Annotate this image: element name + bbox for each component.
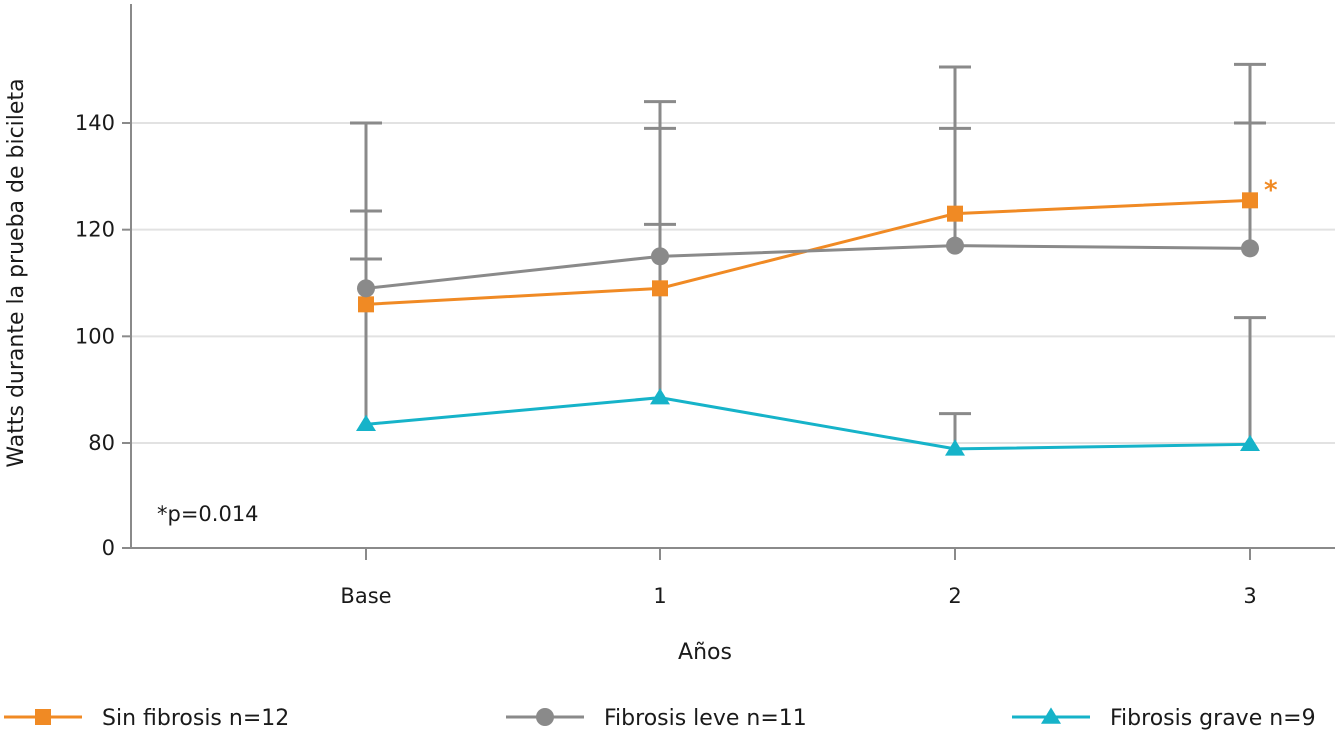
- x-tick-label-0: Base: [340, 584, 391, 608]
- legend: Sin fibrosis n=12 Fibrosis leve n=11 Fibro…: [4, 706, 1316, 730]
- tick-labels: 0 80 100 120 140 Base 1 2 3: [75, 111, 1257, 608]
- p-value-annotation: *p=0.014: [157, 502, 259, 526]
- data-point-0-2: [947, 205, 963, 222]
- x-tick-label-1: 1: [653, 584, 666, 608]
- y-tick-label-100: 100: [75, 324, 115, 348]
- y-axis-label: Watts durante la prueba de bicileta: [4, 78, 29, 467]
- x-tick-label-3: 3: [1243, 584, 1256, 608]
- data-point-0-3: [1242, 192, 1258, 209]
- y-tick-label-80: 80: [88, 431, 115, 455]
- legend-label-2: Fibrosis grave n=9: [1110, 706, 1316, 730]
- legend-label-1: Fibrosis leve n=11: [604, 706, 807, 730]
- data-point-2-0: [356, 414, 376, 432]
- legend-label-0: Sin fibrosis n=12: [102, 706, 289, 730]
- data-point-2-1: [650, 388, 670, 405]
- series-markers: [356, 192, 1260, 456]
- series-line-1: [365, 244, 1251, 290]
- series-lines: [365, 198, 1251, 451]
- data-point-1-0: [357, 279, 375, 298]
- data-point-2-2: [945, 439, 965, 456]
- data-point-2-3: [1240, 434, 1260, 452]
- y-tick-label-0: 0: [102, 536, 115, 560]
- y-tick-label-120: 120: [75, 218, 115, 242]
- data-point-1-2: [946, 236, 964, 255]
- data-point-1-3: [1241, 239, 1259, 258]
- legend-marker-2: [1041, 707, 1061, 724]
- series-line-2: [365, 396, 1251, 451]
- y-tick-label-140: 140: [75, 111, 115, 135]
- significance-star: *: [1264, 175, 1278, 205]
- legend-marker-0: [35, 709, 51, 725]
- data-point-0-1: [652, 280, 668, 297]
- legend-marker-1: [536, 708, 554, 726]
- data-point-1-1: [651, 247, 669, 266]
- x-axis-label: Años: [678, 640, 732, 665]
- grid-lines: [131, 122, 1335, 444]
- axes: [122, 4, 1335, 560]
- data-point-0-0: [358, 296, 374, 313]
- x-tick-label-2: 2: [948, 584, 961, 608]
